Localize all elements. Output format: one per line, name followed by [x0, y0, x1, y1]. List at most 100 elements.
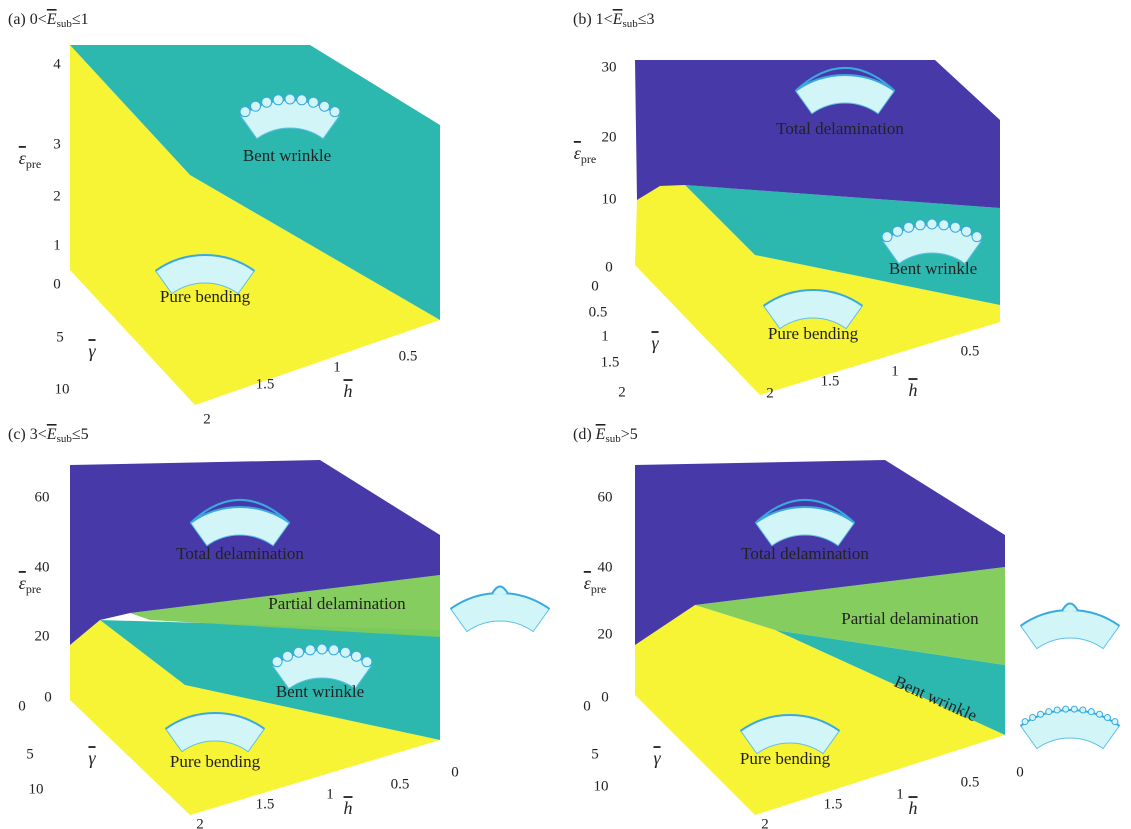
- z-tick-label: 40: [35, 559, 50, 575]
- title-subscript: sub: [622, 18, 638, 30]
- title-subscript: sub: [605, 433, 621, 445]
- x-tick-label: 0.5: [391, 776, 410, 792]
- icon-wrinkle: [351, 651, 361, 661]
- z-tick-label: 0: [53, 276, 61, 292]
- z-tick-label: 30: [602, 59, 617, 75]
- icon-wrinkle: [1022, 719, 1028, 725]
- icon-wrinkle: [240, 107, 250, 117]
- icon-wrinkle: [262, 97, 272, 107]
- y-axis-label: γ: [88, 341, 96, 361]
- z-tick-label: 40: [598, 559, 613, 575]
- region-label: Total delamination: [741, 544, 869, 563]
- region-label: Pure bending: [768, 324, 859, 343]
- icon-wrinkle: [915, 220, 925, 230]
- icon-wrinkle: [340, 647, 350, 657]
- icon-wrinkle: [1071, 706, 1077, 712]
- y-tick-label: 1.5: [601, 354, 620, 370]
- x-tick-label: 1.5: [256, 796, 275, 812]
- icon-wrinkle: [273, 95, 283, 105]
- x-tick-label: 0.5: [961, 774, 980, 790]
- icon-wrinkle: [904, 222, 914, 232]
- x-tick-label: 0.5: [399, 348, 418, 364]
- region-label: Total delamination: [176, 544, 304, 563]
- x-tick-label: 2: [203, 411, 211, 427]
- y-tick-label: 1: [601, 328, 609, 344]
- x-tick-label: 1: [333, 359, 341, 375]
- z-tick-label: 20: [598, 626, 613, 642]
- icon-wrinkle: [939, 220, 949, 230]
- region-label: Bent wrinkle: [243, 146, 331, 165]
- y-axis-label: γ: [88, 748, 96, 768]
- icon-wrinkle: [1038, 711, 1044, 717]
- region-label: Pure bending: [740, 749, 831, 768]
- icon-wrinkle: [285, 94, 295, 104]
- icon-wrinkle: [294, 647, 304, 657]
- x-tick-label: 1: [891, 363, 899, 379]
- x-tick-label: 2: [761, 816, 769, 829]
- icon-wrinkle: [283, 651, 293, 661]
- z-tick-label: 60: [35, 489, 50, 505]
- x-tick-label: 2: [196, 816, 204, 829]
- x-tick-label: 0: [451, 764, 459, 780]
- icon-wrinkle: [882, 232, 892, 242]
- title-subscript: sub: [57, 433, 73, 445]
- title-prefix: (a) 0<: [8, 11, 47, 28]
- y-tick-label: 5: [591, 746, 599, 762]
- x-tick-label: 2: [766, 385, 774, 401]
- y-tick-label: 10: [594, 778, 609, 794]
- y-tick-label: 0: [583, 698, 591, 714]
- region-label: Bent wrinkle: [276, 682, 364, 701]
- title-symbol: E: [46, 11, 57, 28]
- y-axis-label: γ: [653, 748, 661, 768]
- title-suffix: ≤3: [638, 11, 655, 28]
- z-tick-label: 2: [53, 188, 61, 204]
- z-axis-label: εpre: [584, 573, 606, 596]
- icon-wrinkle: [251, 101, 261, 111]
- z-tick-label: 1: [53, 237, 61, 253]
- icon-wrinkle: [1104, 715, 1110, 721]
- icon-blister: [1062, 604, 1078, 612]
- y-tick-label: 10: [29, 781, 44, 797]
- icon-wrinkle: [362, 657, 372, 667]
- x-tick-label: 1.5: [821, 373, 840, 389]
- z-tick-label: 60: [598, 489, 613, 505]
- y-tick-label: 5: [26, 746, 34, 762]
- icon-wrinkle: [305, 645, 315, 655]
- panel-title: (d) Esub>5: [573, 426, 638, 445]
- z-tick-label: 0: [44, 689, 52, 705]
- icon-wrinkle: [317, 644, 327, 654]
- title-suffix: >5: [621, 426, 638, 443]
- icon-wrinkle: [1063, 706, 1069, 712]
- icon-wrinkle: [308, 97, 318, 107]
- icon-wrinkle: [1080, 707, 1086, 713]
- z-label-subscript: pre: [26, 582, 41, 596]
- y-tick-label: 0: [591, 278, 599, 294]
- title-suffix: ≤5: [72, 426, 89, 443]
- x-tick-label: 1.5: [824, 796, 843, 812]
- title-prefix: (d): [573, 426, 596, 443]
- region-label: Pure bending: [170, 752, 261, 771]
- x-axis-label: h: [909, 380, 918, 400]
- x-tick-label: 0.5: [961, 343, 980, 359]
- icon-wrinkle: [330, 107, 340, 117]
- z-axis-label: εpre: [19, 573, 41, 596]
- figure: (a) 0<Esub≤14321051021.510.5εpreγhBent w…: [0, 0, 1131, 829]
- icon-wrinkle: [1030, 715, 1036, 721]
- region-label: Total delamination: [776, 119, 904, 138]
- region-label: Partial delamination: [268, 594, 406, 613]
- panel: (c) 3<Esub≤56040200051021.510.50εpreγhTo…: [8, 426, 549, 829]
- icon-wrinkle: [319, 101, 329, 111]
- title-symbol: E: [595, 426, 606, 443]
- x-tick-label: 0: [1016, 764, 1024, 780]
- icon-wrinkle: [927, 219, 937, 229]
- title-symbol: E: [612, 11, 623, 28]
- z-tick-label: 10: [602, 191, 617, 207]
- icon-wrinkle: [297, 95, 307, 105]
- title-prefix: (c) 3<: [8, 426, 47, 443]
- title-subscript: sub: [57, 18, 73, 30]
- icon-wrinkle: [272, 657, 282, 667]
- panel-title: (c) 3<Esub≤5: [8, 426, 89, 445]
- icon-body: [451, 593, 550, 632]
- z-tick-label: 20: [35, 628, 50, 644]
